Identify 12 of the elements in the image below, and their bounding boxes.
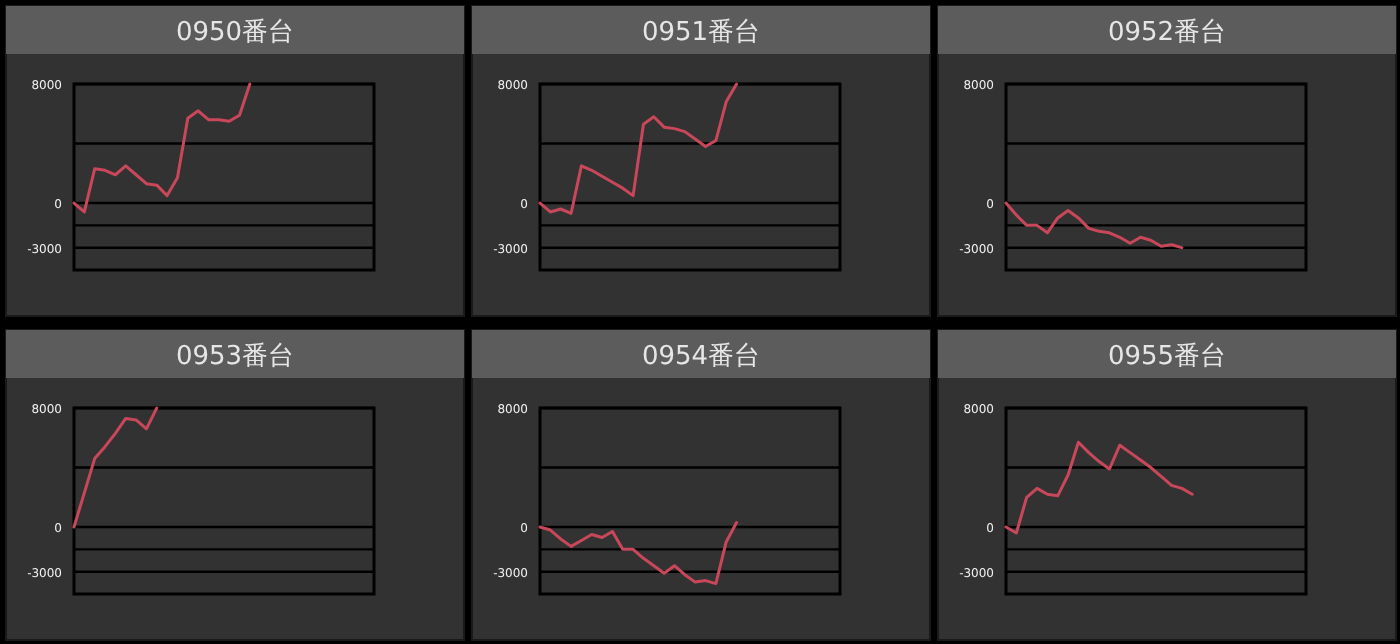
line-series bbox=[1004, 201, 1184, 250]
line-series bbox=[1004, 440, 1194, 535]
line-series bbox=[72, 82, 252, 214]
line-series bbox=[538, 82, 739, 215]
chart-title: 0952番台 bbox=[1107, 18, 1227, 48]
chart-title: 0951番台 bbox=[641, 18, 761, 48]
chart-title: 0950番台 bbox=[175, 18, 295, 48]
chart-title: 0953番台 bbox=[175, 342, 295, 372]
line-series bbox=[538, 521, 739, 586]
line-series bbox=[72, 406, 159, 529]
chart-title: 0955番台 bbox=[1107, 342, 1227, 372]
chart-title: 0954番台 bbox=[641, 342, 761, 372]
